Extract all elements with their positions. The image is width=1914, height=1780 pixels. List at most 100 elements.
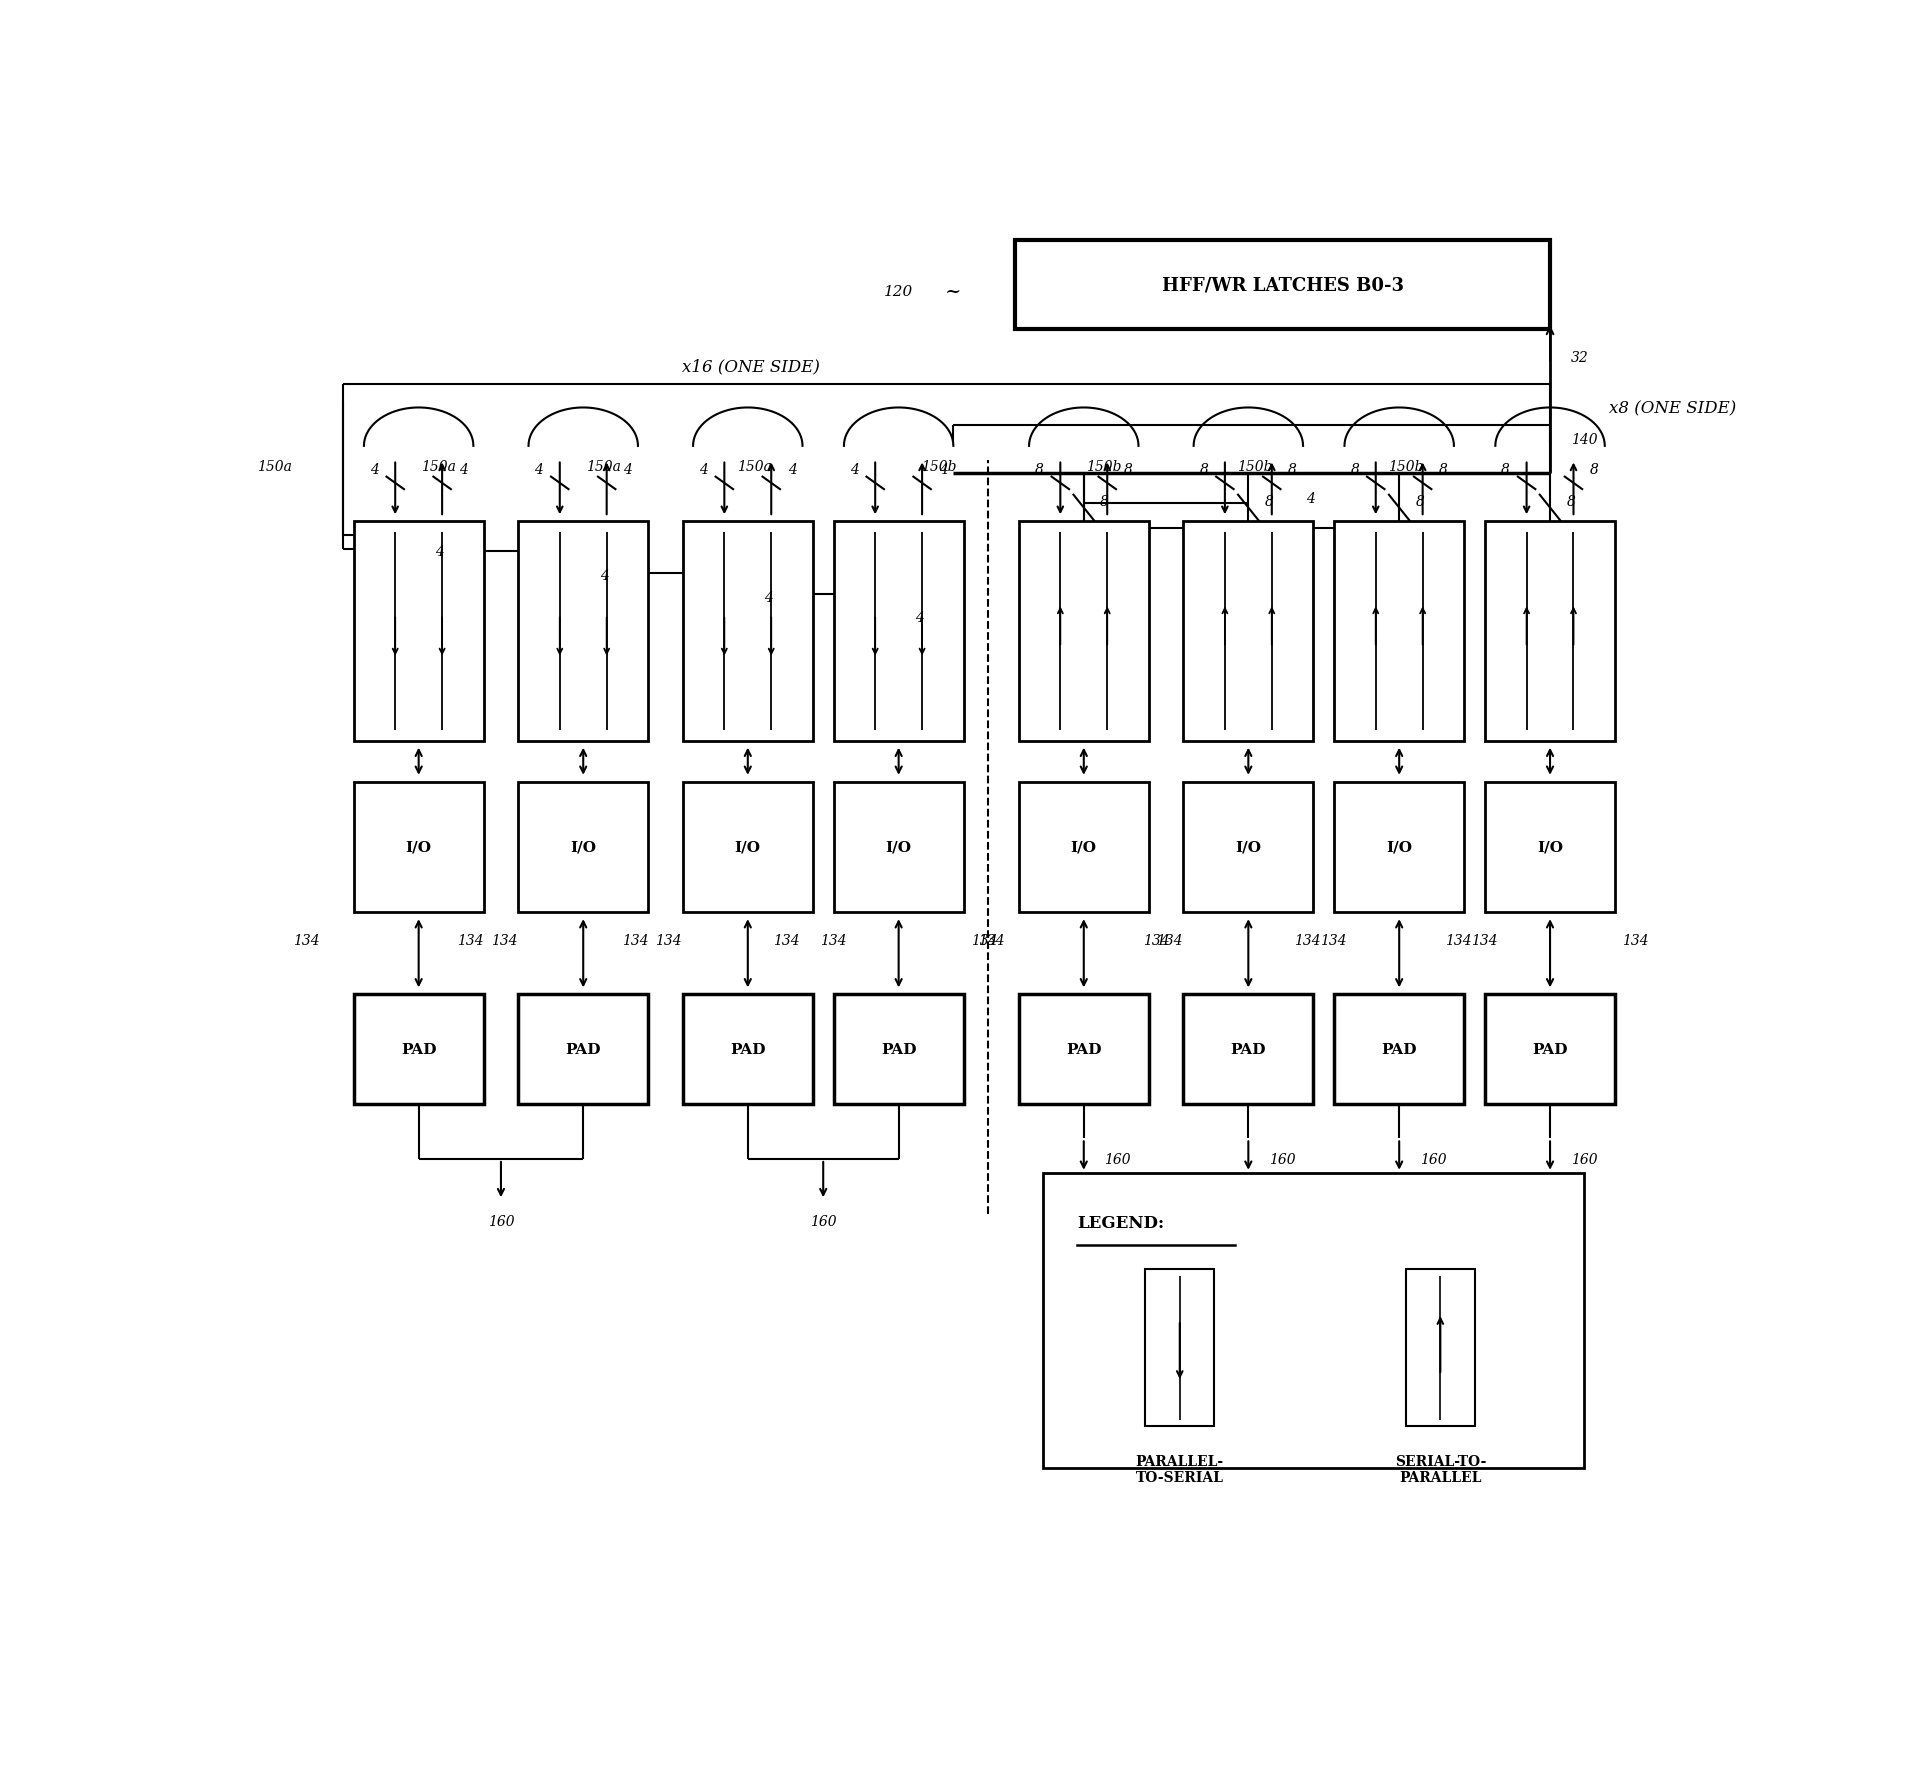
Text: 134: 134 bbox=[819, 933, 846, 947]
Text: ~: ~ bbox=[946, 283, 961, 301]
FancyBboxPatch shape bbox=[1485, 995, 1615, 1104]
FancyBboxPatch shape bbox=[1334, 783, 1464, 913]
FancyBboxPatch shape bbox=[1183, 522, 1313, 740]
Text: 120: 120 bbox=[884, 285, 913, 299]
Text: 140: 140 bbox=[1571, 433, 1598, 447]
Text: 4: 4 bbox=[534, 463, 544, 477]
Text: x16 (ONE SIDE): x16 (ONE SIDE) bbox=[681, 358, 821, 376]
Text: 8: 8 bbox=[1566, 495, 1575, 509]
Text: 8: 8 bbox=[1200, 463, 1208, 477]
Text: 8: 8 bbox=[1439, 463, 1449, 477]
Text: 134: 134 bbox=[1472, 933, 1499, 947]
FancyBboxPatch shape bbox=[683, 995, 813, 1104]
Text: 150a: 150a bbox=[586, 461, 620, 473]
Text: x8 (ONE SIDE): x8 (ONE SIDE) bbox=[1610, 400, 1736, 417]
Text: 134: 134 bbox=[622, 933, 649, 947]
Text: LEGEND:: LEGEND: bbox=[1078, 1214, 1164, 1232]
Text: 150b: 150b bbox=[1236, 461, 1273, 473]
FancyBboxPatch shape bbox=[1043, 1173, 1585, 1468]
Text: 160: 160 bbox=[488, 1214, 515, 1228]
Text: 160: 160 bbox=[1420, 1152, 1447, 1166]
Text: 160: 160 bbox=[1571, 1152, 1598, 1166]
Text: 134: 134 bbox=[1143, 933, 1169, 947]
FancyBboxPatch shape bbox=[833, 783, 965, 913]
FancyBboxPatch shape bbox=[683, 522, 813, 740]
Text: 134: 134 bbox=[970, 933, 997, 947]
FancyBboxPatch shape bbox=[683, 783, 813, 913]
Text: 8: 8 bbox=[1101, 495, 1108, 509]
FancyBboxPatch shape bbox=[1145, 1269, 1213, 1426]
FancyBboxPatch shape bbox=[354, 522, 484, 740]
FancyBboxPatch shape bbox=[1183, 995, 1313, 1104]
Text: PARALLEL-
TO-SERIAL: PARALLEL- TO-SERIAL bbox=[1135, 1454, 1223, 1485]
FancyBboxPatch shape bbox=[1334, 522, 1464, 740]
FancyBboxPatch shape bbox=[1485, 522, 1615, 740]
Text: 8: 8 bbox=[1416, 495, 1424, 509]
Text: I/O: I/O bbox=[1537, 840, 1564, 854]
Text: 4: 4 bbox=[915, 611, 924, 625]
Text: 134: 134 bbox=[1445, 933, 1472, 947]
FancyBboxPatch shape bbox=[833, 522, 965, 740]
Text: 8: 8 bbox=[1265, 495, 1273, 509]
Text: 134: 134 bbox=[655, 933, 681, 947]
Text: PAD: PAD bbox=[1382, 1043, 1416, 1057]
Text: 8: 8 bbox=[1351, 463, 1359, 477]
Text: 8: 8 bbox=[1501, 463, 1510, 477]
Text: 8: 8 bbox=[1288, 463, 1298, 477]
Text: 150b: 150b bbox=[1388, 461, 1424, 473]
Text: SERIAL-TO-
PARALLEL: SERIAL-TO- PARALLEL bbox=[1395, 1454, 1485, 1485]
Text: 4: 4 bbox=[789, 463, 796, 477]
FancyBboxPatch shape bbox=[1183, 783, 1313, 913]
Text: 160: 160 bbox=[810, 1214, 836, 1228]
Text: 134: 134 bbox=[1321, 933, 1347, 947]
FancyBboxPatch shape bbox=[1485, 783, 1615, 913]
FancyBboxPatch shape bbox=[1407, 1269, 1474, 1426]
Text: 150b: 150b bbox=[921, 461, 957, 473]
Text: 134: 134 bbox=[1621, 933, 1648, 947]
Text: 4: 4 bbox=[764, 591, 773, 605]
Text: PAD: PAD bbox=[1066, 1043, 1102, 1057]
Text: PAD: PAD bbox=[565, 1043, 601, 1057]
Text: 134: 134 bbox=[773, 933, 800, 947]
Text: 4: 4 bbox=[624, 463, 632, 477]
FancyBboxPatch shape bbox=[354, 783, 484, 913]
Text: 8: 8 bbox=[1124, 463, 1133, 477]
Text: PAD: PAD bbox=[1533, 1043, 1568, 1057]
Text: 134: 134 bbox=[457, 933, 484, 947]
FancyBboxPatch shape bbox=[1018, 995, 1148, 1104]
Text: I/O: I/O bbox=[406, 840, 433, 854]
Text: 4: 4 bbox=[1305, 491, 1315, 506]
Text: I/O: I/O bbox=[735, 840, 760, 854]
FancyBboxPatch shape bbox=[519, 783, 649, 913]
Text: 8: 8 bbox=[1035, 463, 1043, 477]
Text: 32: 32 bbox=[1571, 351, 1589, 365]
Text: PAD: PAD bbox=[880, 1043, 917, 1057]
Text: I/O: I/O bbox=[1070, 840, 1097, 854]
Text: 8: 8 bbox=[1591, 463, 1598, 477]
FancyBboxPatch shape bbox=[1018, 783, 1148, 913]
Text: 134: 134 bbox=[293, 933, 320, 947]
Text: I/O: I/O bbox=[1386, 840, 1413, 854]
Text: 134: 134 bbox=[1156, 933, 1183, 947]
FancyBboxPatch shape bbox=[833, 995, 965, 1104]
FancyBboxPatch shape bbox=[1018, 522, 1148, 740]
FancyBboxPatch shape bbox=[354, 995, 484, 1104]
Text: 134: 134 bbox=[978, 933, 1005, 947]
Text: 4: 4 bbox=[938, 463, 947, 477]
Text: PAD: PAD bbox=[1231, 1043, 1265, 1057]
FancyBboxPatch shape bbox=[1014, 240, 1550, 329]
Text: 4: 4 bbox=[434, 545, 444, 559]
Text: 4: 4 bbox=[699, 463, 708, 477]
Text: HFF/WR LATCHES B0-3: HFF/WR LATCHES B0-3 bbox=[1162, 276, 1403, 294]
Text: 4: 4 bbox=[459, 463, 467, 477]
FancyBboxPatch shape bbox=[1334, 995, 1464, 1104]
Text: 4: 4 bbox=[850, 463, 859, 477]
Text: 150a: 150a bbox=[421, 461, 456, 473]
Text: 150a: 150a bbox=[737, 461, 771, 473]
FancyBboxPatch shape bbox=[519, 995, 649, 1104]
Text: PAD: PAD bbox=[400, 1043, 436, 1057]
Text: 4: 4 bbox=[599, 568, 609, 582]
Text: 134: 134 bbox=[490, 933, 517, 947]
Text: 160: 160 bbox=[1269, 1152, 1296, 1166]
Text: I/O: I/O bbox=[886, 840, 911, 854]
